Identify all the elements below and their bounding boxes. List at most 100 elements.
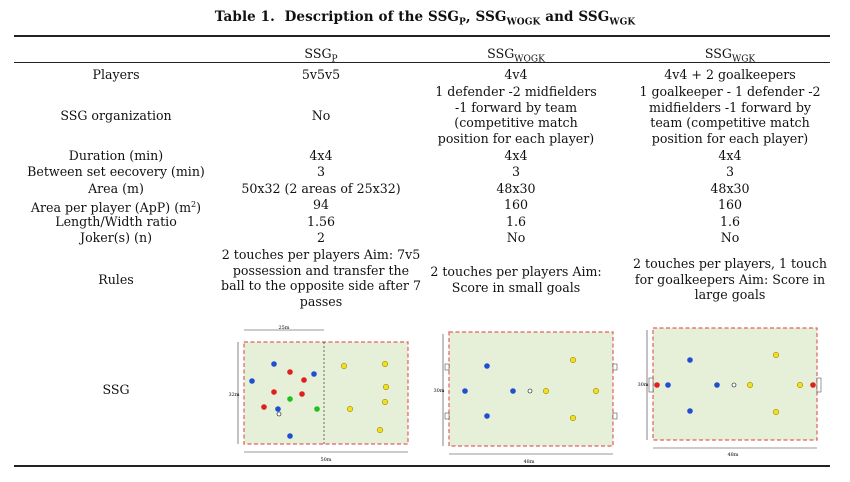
cell-duration-wogk: 4x4: [504, 148, 528, 163]
cell-players-p: 5v5v5: [301, 67, 341, 82]
player-red: [261, 404, 267, 410]
player-yellow: [746, 381, 754, 389]
caption-text-a: Description of the SSG: [284, 9, 460, 25]
player-yellow: [569, 414, 577, 422]
cell-recovery-wgk: 3: [725, 164, 734, 179]
player-red: [271, 389, 277, 395]
player-yellow: [772, 408, 780, 416]
table-caption: Table 1. Description of the SSGP, SSGWOG…: [0, 9, 850, 28]
player-blue: [249, 378, 255, 384]
field-area: [243, 341, 409, 445]
col-header-ssgwogk: SSGWOGK: [487, 46, 545, 65]
cell-organization-p: No: [311, 108, 331, 123]
cell-duration-p: 4x4: [309, 148, 333, 163]
player-yellow: [592, 387, 600, 395]
row-label-area: Area (m): [88, 181, 144, 196]
caption-sub-c: WGK: [609, 17, 636, 28]
player-green: [287, 396, 293, 402]
bottom-dimension-label: 48m: [523, 459, 534, 465]
large-goal: [816, 377, 822, 393]
caption-prefix: Table 1.: [214, 9, 275, 25]
side-dimension-label: 32m: [228, 392, 239, 398]
player-blue: [687, 408, 693, 414]
player-blue: [665, 382, 671, 388]
player-blue: [714, 382, 720, 388]
player-yellow: [381, 398, 389, 406]
cell-ratio-p: 1.56: [306, 214, 336, 229]
player-blue: [484, 413, 490, 419]
cell-organization-wgk: 1 goalkeeper - 1 defender -2 midfielders…: [639, 84, 821, 146]
top-dimension-label: 25m: [278, 325, 289, 331]
player-yellow: [542, 387, 550, 395]
row-label-joker: Joker(s) (n): [80, 230, 152, 245]
caption-sub-b: WOGK: [506, 17, 541, 28]
cell-joker-p: 2: [316, 230, 325, 245]
cell-duration-wgk: 4x4: [718, 148, 742, 163]
cell-area-p: 50x32 (2 areas of 25x32): [241, 181, 401, 196]
player-yellow: [376, 426, 384, 434]
small-goal: [444, 363, 450, 371]
col-header-ssgwgk: SSGWGK: [704, 46, 756, 65]
cell-joker-wogk: No: [506, 230, 526, 245]
ssg-p-diagram: 25m 32m 50m: [228, 325, 409, 463]
bottom-dimension-label: 50m: [320, 457, 331, 463]
ssg-wgk-diagram: 30m 48m: [637, 327, 822, 458]
small-goal: [612, 363, 618, 371]
side-dimension-label: 30m: [433, 388, 444, 394]
cell-app-p: 94: [312, 197, 330, 212]
row-label-rules: Rules: [98, 272, 134, 287]
player-blue: [271, 361, 277, 367]
row-label-organization: SSG organization: [60, 108, 172, 123]
cell-organization-wogk: 1 defender -2 midfielders -1 forward by …: [435, 84, 597, 146]
cell-app-wogk: 160: [503, 197, 529, 212]
bottom-dimension-label: 48m: [727, 452, 738, 458]
ball: [527, 388, 533, 394]
col-header-ssgp: SSGP: [304, 46, 338, 65]
ball: [276, 411, 282, 417]
player-green: [314, 406, 320, 412]
player-blue: [510, 388, 516, 394]
player-red: [301, 377, 307, 383]
player-yellow: [340, 362, 348, 370]
player-blue: [275, 406, 281, 412]
players: [654, 351, 816, 416]
player-red: [287, 369, 293, 375]
goalkeeper-red: [810, 382, 816, 388]
cell-area-wgk: 48x30: [710, 181, 750, 196]
player-blue: [462, 388, 468, 394]
row-label-ratio: Length/Width ratio: [55, 214, 177, 229]
cell-joker-wgk: No: [720, 230, 740, 245]
cell-ratio-wgk: 1.6: [719, 214, 741, 229]
row-label-ssg: SSG: [102, 382, 130, 397]
cell-rules-p: 2 touches per players Aim: 7v5 possessio…: [221, 247, 421, 309]
large-goal: [648, 377, 654, 393]
row-label-players: Players: [92, 67, 140, 82]
goalkeeper-red: [654, 382, 660, 388]
cell-players-wgk: 4v4 + 2 goalkeepers: [664, 67, 796, 82]
caption-sub-a: P: [459, 17, 466, 28]
player-blue: [311, 371, 317, 377]
caption-text-b: , SSG: [465, 9, 507, 25]
player-yellow: [382, 383, 390, 391]
cell-rules-wgk: 2 touches per players, 1 touch for goalk…: [633, 256, 827, 302]
players: [249, 360, 390, 439]
header-rule: [14, 62, 830, 63]
row-label-duration: Duration (min): [68, 148, 164, 163]
cell-ratio-wogk: 1.6: [505, 214, 527, 229]
player-red: [299, 391, 305, 397]
top-rule: [14, 35, 830, 37]
cell-app-wgk: 160: [717, 197, 743, 212]
row-label-recovery: Between set eecovery (min): [27, 164, 205, 179]
player-yellow: [381, 360, 389, 368]
player-blue: [687, 357, 693, 363]
row-label-app: Area per player (ApP) (m2): [30, 200, 202, 216]
cell-recovery-p: 3: [316, 164, 325, 179]
player-yellow: [346, 405, 354, 413]
small-goal: [444, 412, 450, 420]
caption-text-c: and SSG: [540, 9, 610, 25]
small-goal: [612, 412, 618, 420]
cell-area-wogk: 48x30: [496, 181, 536, 196]
player-yellow: [772, 351, 780, 359]
cell-recovery-wogk: 3: [511, 164, 520, 179]
player-yellow: [796, 381, 804, 389]
